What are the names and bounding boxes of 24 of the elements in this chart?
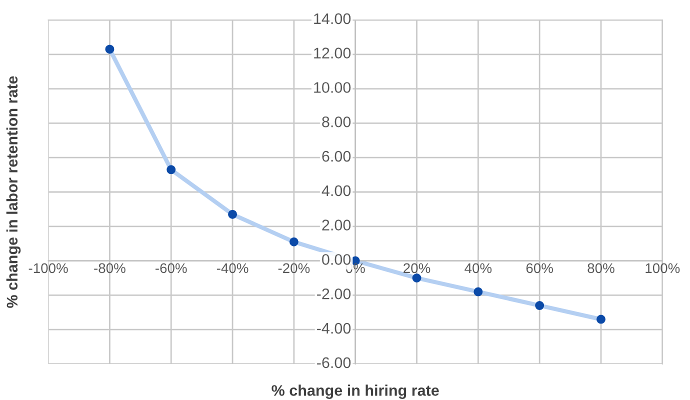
x-tick-label: 60%	[526, 263, 553, 274]
x-tick-label: -40%	[216, 263, 248, 274]
y-tick-label: 4.00	[322, 185, 351, 196]
x-tick-label: 20%	[404, 263, 430, 274]
y-tick-label: 12.00	[314, 48, 351, 58]
x-tick-label: -100%	[28, 263, 68, 274]
y-tick-label: -4.00	[317, 322, 351, 334]
x-tick-label: -60%	[156, 263, 187, 274]
y-tick-label: 10.00	[314, 82, 351, 93]
y-axis-title: % change in labor retention rate	[6, 76, 21, 308]
x-tick-label: 0%	[346, 263, 365, 274]
x-tick-label: -80%	[94, 263, 126, 274]
y-tick-label: 14.00	[314, 13, 351, 24]
y-tick-label: 8.00	[322, 116, 351, 128]
y-tick-label: -2.00	[317, 288, 351, 300]
y-tick-label: 2.00	[322, 220, 351, 230]
x-tick-label: 80%	[588, 263, 614, 274]
x-tick-label: -20%	[278, 263, 310, 274]
x-tick-label: 100%	[646, 263, 680, 274]
x-tick-label: 40%	[464, 263, 492, 274]
y-tick-label: -6.00	[317, 357, 351, 368]
y-tick-label: 0.00	[322, 254, 351, 265]
x-axis-title: % change in hiring rate	[272, 384, 439, 399]
y-tick-label: 6.00	[322, 150, 351, 162]
